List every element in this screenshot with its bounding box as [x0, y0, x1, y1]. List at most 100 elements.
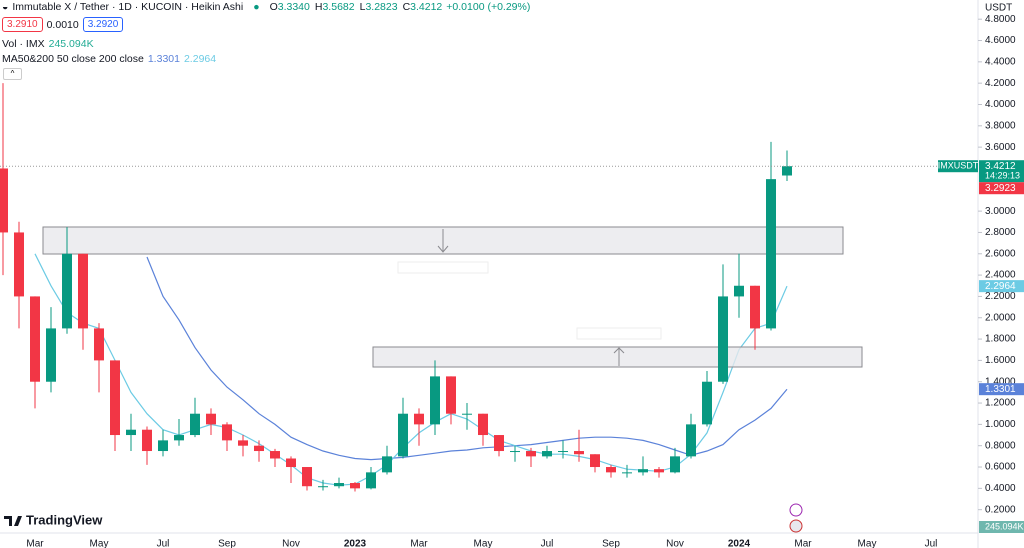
candle-body	[382, 456, 392, 473]
candle-body	[318, 486, 328, 488]
x-tick-label: Jul	[925, 539, 938, 548]
collapse-button[interactable]: ^	[3, 68, 22, 80]
ohlc-item: H3.5682	[315, 1, 355, 13]
candle-body	[78, 253, 88, 329]
y-tick-label: 4.0000	[985, 99, 1016, 110]
candle-body	[622, 472, 632, 474]
spread: 0.0010	[46, 18, 79, 31]
volume-label: Vol · IMX	[2, 38, 45, 50]
candle-body	[734, 285, 744, 297]
x-tick-label: Jul	[157, 539, 170, 548]
y-tick-label: 1.0000	[985, 419, 1016, 430]
candle-body	[606, 467, 616, 473]
bid[interactable]: 3.2910	[2, 17, 43, 32]
candle-body	[286, 458, 296, 468]
ask[interactable]: 3.2920	[82, 17, 124, 32]
candle-body	[190, 413, 200, 436]
ma-badge-label: 2.2964	[985, 281, 1016, 292]
candle-body	[366, 472, 376, 489]
candle-body	[446, 376, 456, 414]
secondary-badge	[979, 182, 1024, 195]
candle-body	[542, 451, 552, 457]
y-tick-label: 2.8000	[985, 227, 1016, 238]
x-tick-label: Sep	[602, 539, 620, 548]
candle-body	[766, 179, 776, 329]
header-row: ◒ Immutable X / Tether · 1D · KUCOIN · H…	[2, 1, 530, 13]
volume-value: 245.094K	[48, 38, 94, 50]
y-tick-label: 1.8000	[985, 334, 1016, 345]
candle-body	[30, 296, 40, 382]
ohlc-value: 3.5682	[322, 1, 355, 13]
candle-body	[14, 232, 24, 297]
candle-body	[670, 456, 680, 473]
ma-row: MA50&200 50 close 200 close 1.3301 2.296…	[2, 53, 216, 65]
candle-body	[718, 296, 728, 382]
x-tick-label: May	[90, 539, 109, 548]
candle-body	[654, 469, 664, 473]
x-tick-label: Mar	[410, 539, 428, 548]
candle-body	[158, 440, 168, 452]
volume-row: Vol · IMX 245.094K	[2, 38, 94, 50]
x-tick-label: 2023	[344, 539, 367, 548]
candle-body	[46, 328, 56, 382]
candle-body	[526, 451, 536, 457]
y-tick-label: 1.2000	[985, 398, 1016, 409]
candle-body	[142, 429, 152, 452]
y-tick-label: 1.4000	[985, 376, 1016, 387]
candle-body	[222, 424, 232, 441]
x-tick-label: May	[858, 539, 877, 548]
logo-icon	[4, 516, 22, 526]
ma-value: 1.3301	[147, 53, 180, 65]
y-tick-label: 0.4000	[985, 483, 1016, 494]
y-tick-label: 3.8000	[985, 120, 1016, 131]
x-tick-label: Mar	[26, 539, 44, 548]
y-tick-label: 2.6000	[985, 248, 1016, 259]
candle-body	[110, 360, 120, 436]
currency: USDT	[985, 3, 1012, 14]
y-tick-label: 3.6000	[985, 142, 1016, 153]
x-tick-label: Nov	[282, 539, 300, 548]
candle-body	[350, 483, 360, 489]
brand: TradingView	[26, 512, 103, 527]
y-tick-label: 4.8000	[985, 14, 1016, 25]
drawings	[42, 226, 863, 368]
candle-body	[414, 413, 424, 425]
ohlc-key: O	[269, 1, 278, 13]
event-icon[interactable]	[789, 519, 803, 533]
candle-body	[126, 429, 136, 436]
candle-body	[0, 168, 8, 233]
candle-body	[302, 467, 312, 487]
ma-value: 2.2964	[183, 53, 217, 65]
candle-body	[254, 445, 264, 452]
ohlc-value: 3.3340	[277, 1, 310, 13]
event-icon[interactable]	[789, 503, 803, 517]
volume-badge-label: 245.094K	[985, 521, 1024, 531]
y-tick-label: 0.8000	[985, 440, 1016, 451]
candle-body	[558, 451, 568, 453]
candle-body	[702, 381, 712, 425]
y-tick-label: 1.6000	[985, 355, 1016, 366]
candle-body	[462, 413, 472, 415]
x-tick-label: Nov	[666, 539, 684, 548]
ohlc-item: O3.3340	[270, 1, 310, 13]
status-dot: ●	[253, 1, 260, 13]
secondary-label: 3.2923	[985, 183, 1016, 194]
y-tick-label: 4.2000	[985, 78, 1016, 89]
candle-body	[430, 376, 440, 425]
price-axis-bg	[978, 0, 1024, 548]
symbol-badge	[938, 160, 978, 173]
x-tick-label: Jul	[541, 539, 554, 548]
candle-body	[238, 440, 248, 446]
candle-body	[334, 483, 344, 487]
candle-body	[494, 435, 504, 452]
ohlc-key: H	[314, 1, 323, 13]
y-tick-label: 0.2000	[985, 504, 1016, 515]
ohlc-key: C	[402, 1, 411, 13]
y-tick-label: 2.2000	[985, 291, 1016, 302]
trade-row: 3.2910 0.0010 3.2920	[2, 17, 124, 32]
y-tick-label: 4.6000	[985, 35, 1016, 46]
countdown: 14:29:13	[985, 171, 1020, 181]
ma-badge-label: 1.3301	[985, 384, 1016, 395]
